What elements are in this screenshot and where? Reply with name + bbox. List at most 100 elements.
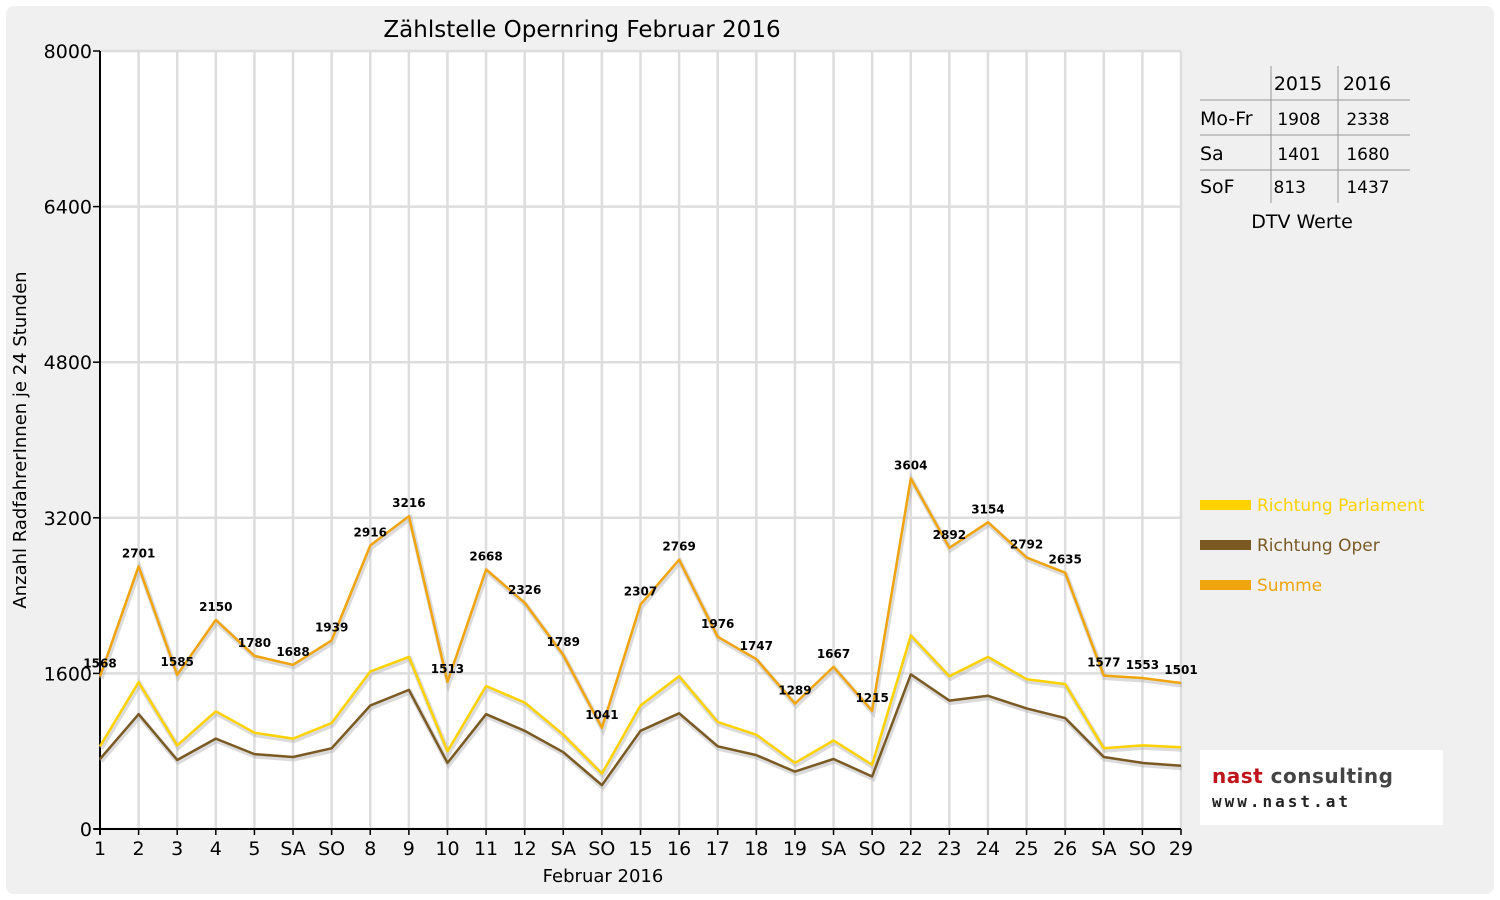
x-tick-label: SA: [1091, 838, 1116, 860]
x-tick-label: 29: [1169, 838, 1193, 860]
x-tick-label: 22: [899, 838, 923, 860]
y-tick-label: 0: [80, 819, 92, 841]
data-label: 1553: [1126, 658, 1159, 672]
data-label: 2892: [933, 528, 966, 542]
dtv-caption: DTV Werte: [1251, 211, 1353, 233]
data-label: 1215: [855, 691, 888, 705]
dtv-cell: 1680: [1346, 145, 1389, 165]
x-tick-label: 1: [94, 838, 106, 860]
x-tick-label: 26: [1053, 838, 1077, 860]
x-tick-label: 18: [744, 838, 768, 860]
legend-label: Richtung Parlament: [1257, 496, 1425, 516]
dtv-cell: 1401: [1277, 145, 1320, 165]
data-label: 1289: [778, 684, 811, 698]
data-label: 2701: [122, 546, 155, 560]
data-label: 2150: [199, 600, 232, 614]
chart-title: Zählstelle Opernring Februar 2016: [383, 17, 780, 43]
x-tick-label: 4: [210, 838, 222, 860]
data-label: 2635: [1048, 553, 1081, 567]
x-tick-label: 10: [435, 838, 459, 860]
x-tick-label: 19: [783, 838, 807, 860]
data-label: 1667: [817, 647, 850, 661]
data-label: 1513: [431, 662, 464, 676]
dtv-row-label: SoF: [1200, 176, 1235, 198]
axes: [94, 51, 1181, 835]
data-label: 2668: [469, 550, 502, 564]
x-tick-label: 15: [628, 838, 652, 860]
y-tick-label: 4800: [44, 352, 92, 374]
data-label: 1041: [585, 708, 618, 722]
data-label: 1789: [547, 635, 580, 649]
data-label: 3216: [392, 496, 425, 510]
x-tick-label: 12: [513, 838, 537, 860]
legend: Richtung Parlament Richtung Oper Summe: [1200, 496, 1425, 596]
dtv-row-label: Sa: [1200, 143, 1224, 165]
data-label: 2916: [354, 525, 387, 539]
y-tick-label: 1600: [44, 663, 92, 685]
legend-swatch: [1200, 580, 1251, 590]
data-label: 1976: [701, 617, 734, 631]
series-line: [98, 634, 1182, 775]
y-ticks: 0 1600 3200 4800 6400 8000: [44, 41, 100, 841]
data-label: 3604: [894, 459, 927, 473]
x-tick-label: 9: [403, 838, 415, 860]
data-label: 1585: [161, 655, 194, 669]
x-tick-label: SA: [280, 838, 305, 860]
dtv-row-label: Mo-Fr: [1200, 108, 1253, 130]
x-tick-label: 3: [171, 838, 183, 860]
data-label: 1939: [315, 620, 348, 634]
legend-swatch: [1200, 500, 1251, 510]
series-lines: [98, 473, 1183, 791]
dtv-header-2015: 2015: [1274, 73, 1322, 95]
x-tick-label: SO: [588, 838, 615, 860]
data-label: 1577: [1087, 656, 1120, 670]
data-label: 1688: [276, 645, 309, 659]
x-tick-label: 5: [248, 838, 260, 860]
dtv-cell: 2338: [1346, 110, 1389, 130]
x-tick-label: 11: [474, 838, 498, 860]
dtv-cell: 1437: [1346, 178, 1389, 198]
x-tick-label: 16: [667, 838, 691, 860]
series-shadow: [99, 672, 1183, 791]
x-tick-label: SO: [1129, 838, 1156, 860]
data-label: 3154: [971, 502, 1004, 516]
data-label: 2307: [624, 585, 657, 599]
dtv-cell: 813: [1274, 178, 1306, 198]
x-axis-label: Februar 2016: [543, 866, 664, 887]
series-line: [98, 477, 1182, 730]
data-label: 2792: [1010, 537, 1043, 551]
dtv-cell: 1908: [1277, 110, 1320, 130]
x-tick-label: SO: [859, 838, 886, 860]
data-labels: 1568 2701 1585 2150 1780 1688 1939 2916 3216 1513…: [83, 459, 1197, 722]
data-label: 2769: [662, 540, 695, 554]
y-axis-label: Anzahl RadfahrerInnen je 24 Stunden: [10, 271, 31, 608]
data-label: 1568: [83, 657, 116, 671]
nast-consulting-logo: nast consulting www.nast.at: [1200, 750, 1443, 825]
data-label: 1747: [740, 639, 773, 653]
x-tick-label: 24: [976, 838, 1000, 860]
x-tick-label: 23: [937, 838, 961, 860]
logo-word-consulting: consulting: [1263, 764, 1394, 788]
logo-word-nast: nast: [1212, 764, 1264, 788]
dtv-header-2016: 2016: [1343, 73, 1391, 95]
y-tick-label: 8000: [44, 41, 92, 63]
data-label: 1780: [238, 636, 271, 650]
data-label: 2326: [508, 583, 541, 597]
x-tick-label: SA: [821, 838, 846, 860]
legend-label: Richtung Oper: [1257, 536, 1380, 556]
logo-wordmark: nast consulting: [1212, 764, 1393, 788]
x-ticks: 1 2 3 4 5 SA SO 8 9 10 11 12 SA SO 15 16 17 18 19 SA SO 22 23 2…: [94, 829, 1193, 860]
x-tick-label: 2: [133, 838, 145, 860]
legend-swatch: [1200, 540, 1251, 550]
data-label: 1501: [1164, 663, 1197, 677]
x-tick-label: SA: [551, 838, 576, 860]
x-tick-label: 25: [1014, 838, 1038, 860]
y-tick-label: 6400: [44, 197, 92, 219]
x-tick-label: SO: [318, 838, 345, 860]
x-tick-label: 17: [706, 838, 730, 860]
dtv-table: 2015 2016 Mo-Fr 1908 2338 Sa 1401 1680 S…: [1200, 66, 1410, 233]
legend-label: Summe: [1257, 576, 1322, 596]
x-tick-label: 8: [364, 838, 376, 860]
y-tick-label: 3200: [44, 508, 92, 530]
